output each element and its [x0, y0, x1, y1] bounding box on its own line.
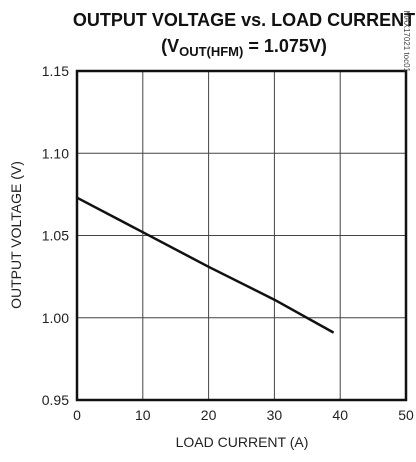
plot-area — [75, 69, 408, 402]
figure-code: MAX17021 toc01 — [402, 11, 411, 73]
y-axis-label: OUTPUT VOLTAGE (V) — [8, 161, 24, 309]
x-axis-label: LOAD CURRENT (A) — [176, 434, 309, 450]
title-prefix: (V — [161, 36, 179, 56]
grid — [77, 71, 406, 400]
x-tick-label: 30 — [267, 407, 283, 423]
chart-title-line2: (VOUT(HFM) = 1.075V) — [161, 36, 327, 59]
title-subscript: OUT(HFM) — [179, 44, 243, 59]
x-tick-label: 0 — [73, 407, 81, 423]
series-line-0 — [76, 196, 335, 334]
plot-frame — [75, 69, 408, 402]
x-tick-labels: 0 10 20 30 40 50 — [73, 407, 414, 423]
title-suffix: = 1.075V) — [243, 36, 327, 56]
y-tick-label: 1.10 — [42, 145, 69, 161]
y-tick-labels: 0.95 1.00 1.05 1.10 1.15 — [42, 63, 69, 408]
y-tick-label: 1.05 — [42, 228, 69, 244]
y-tick-label: 1.15 — [42, 63, 69, 79]
x-tick-label: 20 — [201, 407, 217, 423]
y-tick-label: 0.95 — [42, 392, 69, 408]
x-tick-label: 40 — [332, 407, 348, 423]
chart-title-line1: OUTPUT VOLTAGE vs. LOAD CURRENT — [73, 10, 415, 30]
y-tick-label: 1.00 — [42, 310, 69, 326]
x-tick-label: 10 — [135, 407, 151, 423]
x-tick-label: 50 — [398, 407, 414, 423]
